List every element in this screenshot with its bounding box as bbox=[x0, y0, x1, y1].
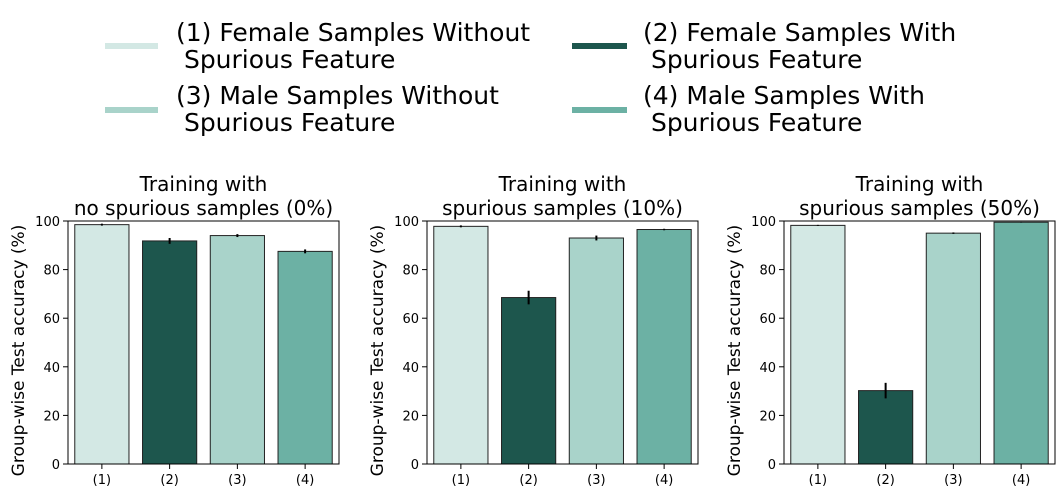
x-tick-label: (3) bbox=[587, 473, 605, 488]
bar-4 bbox=[277, 250, 333, 465]
y-tick-label: 0 bbox=[768, 458, 776, 473]
bar-2 bbox=[501, 297, 557, 465]
x-tick-label: (1) bbox=[809, 473, 827, 488]
legend-swatch-3 bbox=[105, 107, 158, 113]
y-tick-label: 0 bbox=[52, 458, 60, 473]
legend: (1) Female Samples Without Spurious Feat… bbox=[105, 18, 956, 137]
legend-item-3: (3) Male Samples Without Spurious Featur… bbox=[105, 81, 499, 137]
legend-item-2: (2) Female Samples With Spurious Feature bbox=[572, 18, 956, 74]
y-axis-label: Group-wise Test accuracy (%) bbox=[725, 225, 745, 477]
chart-title-line1: Training with bbox=[139, 172, 268, 196]
x-tick-label: (1) bbox=[452, 473, 470, 488]
chart-title-line2: spurious samples (50%) bbox=[799, 196, 1040, 220]
bar-1 bbox=[74, 224, 130, 465]
y-axis-label: Group-wise Test accuracy (%) bbox=[368, 225, 388, 477]
y-tick-label: 20 bbox=[43, 409, 60, 424]
x-tick-label: (3) bbox=[944, 473, 962, 488]
y-tick-label: 80 bbox=[43, 264, 60, 279]
bar-2 bbox=[142, 240, 198, 465]
legend-label-4-cont: Spurious Feature bbox=[643, 108, 862, 137]
x-tick-label: (4) bbox=[1012, 473, 1030, 488]
legend-label-4: (4) Male Samples With bbox=[643, 81, 925, 110]
x-tick-label: (2) bbox=[876, 473, 894, 488]
legend-label-3: (3) Male Samples Without bbox=[176, 81, 499, 110]
plot-frame bbox=[426, 220, 699, 465]
y-tick-label: 60 bbox=[43, 312, 60, 327]
x-tick-label: (2) bbox=[160, 473, 178, 488]
x-tick-label: (3) bbox=[228, 473, 246, 488]
y-tick-label: 80 bbox=[759, 264, 776, 279]
y-tick-label: 40 bbox=[402, 361, 419, 376]
legend-item-4: (4) Male Samples With Spurious Feature bbox=[572, 81, 925, 137]
legend-label-2-cont: Spurious Feature bbox=[643, 45, 862, 74]
y-tick-label: 100 bbox=[35, 215, 60, 230]
chart-title-line2: no spurious samples (0%) bbox=[74, 196, 333, 220]
x-tick-label: (2) bbox=[519, 473, 537, 488]
y-tick-label: 20 bbox=[402, 409, 419, 424]
bar-3 bbox=[925, 232, 981, 465]
y-tick-label: 60 bbox=[402, 312, 419, 327]
legend-item-1: (1) Female Samples Without Spurious Feat… bbox=[105, 18, 530, 74]
y-tick-label: 20 bbox=[759, 409, 776, 424]
bar-1 bbox=[790, 224, 846, 465]
chart-title-line1: Training with bbox=[855, 172, 984, 196]
plot-frame bbox=[67, 220, 340, 465]
legend-swatch-2 bbox=[572, 43, 627, 49]
bar-3 bbox=[209, 235, 265, 465]
bar-3 bbox=[568, 237, 624, 465]
y-tick-label: 0 bbox=[411, 458, 419, 473]
y-tick-label: 60 bbox=[759, 312, 776, 327]
y-tick-label: 40 bbox=[759, 361, 776, 376]
legend-label-3-cont: Spurious Feature bbox=[176, 108, 395, 137]
legend-label-2: (2) Female Samples With bbox=[643, 18, 956, 47]
legend-swatch-1 bbox=[105, 43, 158, 49]
y-tick-label: 40 bbox=[43, 361, 60, 376]
legend-swatch-4 bbox=[572, 107, 627, 113]
bar-1 bbox=[433, 225, 489, 465]
y-tick-label: 100 bbox=[394, 215, 419, 230]
chart-title-line1: Training with bbox=[498, 172, 627, 196]
x-tick-label: (4) bbox=[296, 473, 314, 488]
plot-frame bbox=[783, 220, 1056, 465]
bar-4 bbox=[636, 229, 692, 465]
x-tick-label: (4) bbox=[655, 473, 673, 488]
legend-label-1-cont: Spurious Feature bbox=[176, 45, 395, 74]
chart-title-line2: spurious samples (10%) bbox=[442, 196, 683, 220]
bar-4 bbox=[993, 221, 1049, 465]
bar-2 bbox=[858, 390, 914, 465]
legend-label-1: (1) Female Samples Without bbox=[176, 18, 530, 47]
y-tick-label: 80 bbox=[402, 264, 419, 279]
y-axis-label: Group-wise Test accuracy (%) bbox=[9, 225, 29, 477]
x-tick-label: (1) bbox=[93, 473, 111, 488]
y-tick-label: 100 bbox=[751, 215, 776, 230]
